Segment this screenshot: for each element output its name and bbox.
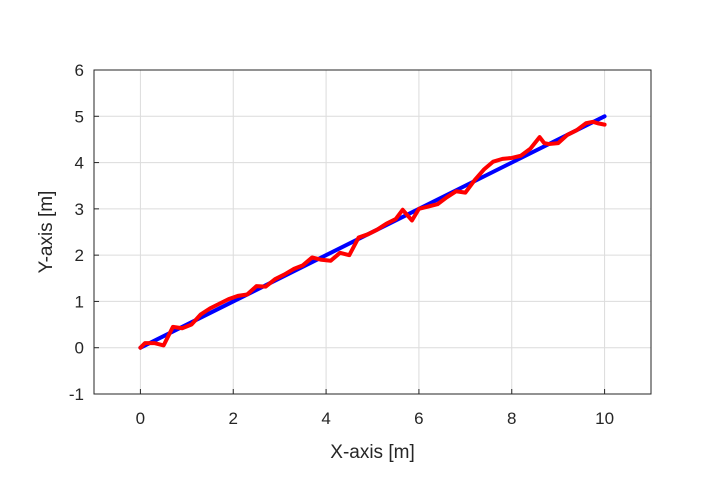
y-tick-label: 1	[75, 292, 84, 311]
y-tick-label: 2	[75, 246, 84, 265]
x-tick-label: 2	[229, 409, 238, 428]
y-tick-label: 4	[75, 154, 84, 173]
x-tick-labels: 0 2 4 6 8 10	[136, 389, 614, 428]
y-tick-labels: -1 0 1 2 3 4 5 6	[69, 61, 99, 404]
x-tick-label: 6	[414, 409, 423, 428]
y-axis-label: Y-axis [m]	[36, 191, 57, 274]
y-tick-label: 5	[75, 107, 84, 126]
x-tick-label: 10	[595, 409, 614, 428]
x-tick-label: 4	[321, 409, 330, 428]
plot-frame	[93, 69, 652, 395]
series-line-2	[138, 119, 607, 350]
y-tick-label: -1	[69, 385, 84, 404]
x-axis-label: X-axis [m]	[330, 442, 414, 463]
y-tick-label: 6	[75, 61, 84, 80]
y-tick-label: 3	[75, 200, 84, 219]
series-layer	[138, 114, 607, 350]
x-tick-label: 8	[507, 409, 516, 428]
x-tick-label: 0	[136, 409, 145, 428]
y-tick-label: 0	[75, 339, 84, 358]
